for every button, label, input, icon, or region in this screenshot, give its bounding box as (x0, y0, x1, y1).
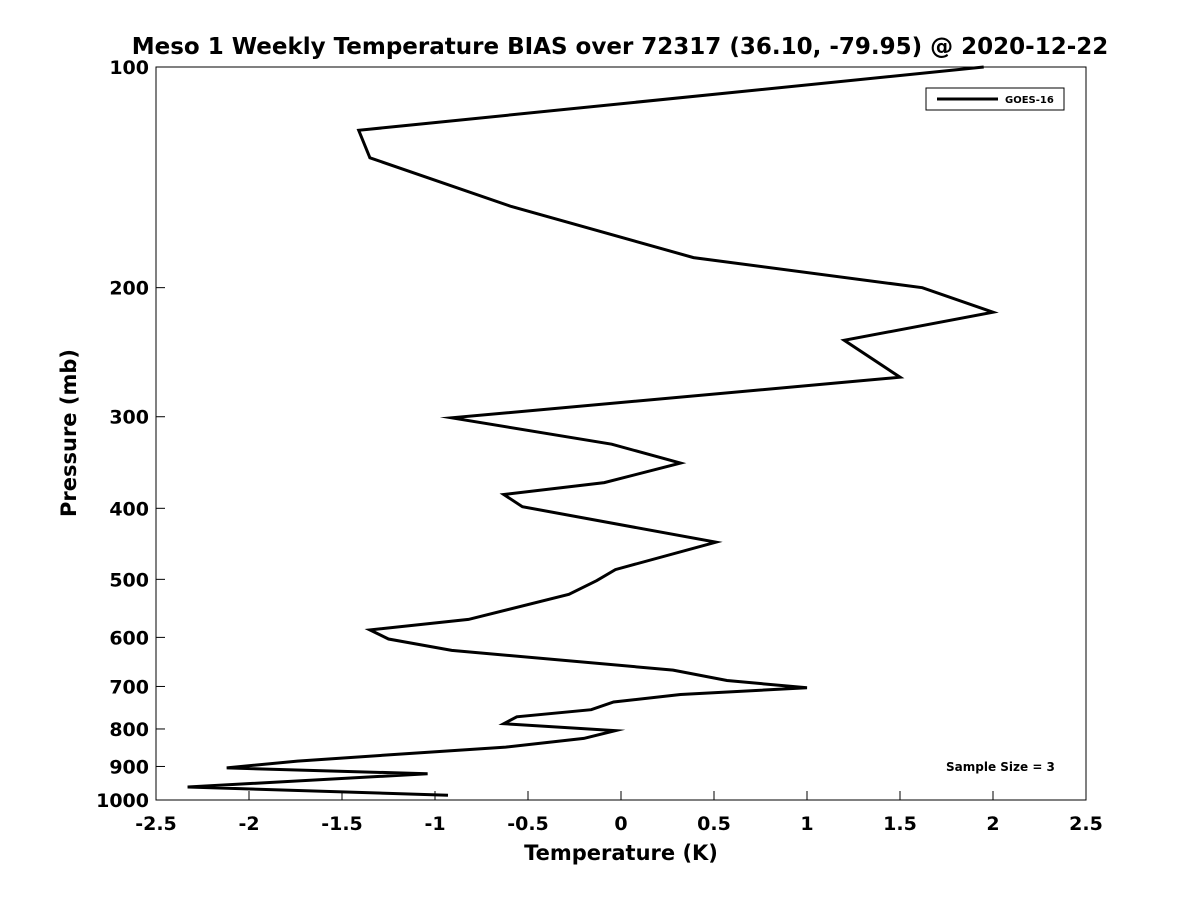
sample-size-annotation: Sample Size = 3 (946, 760, 1055, 774)
x-tick-label: 1 (800, 813, 813, 835)
y-tick-label: 100 (109, 57, 149, 79)
y-tick-label: 400 (109, 498, 149, 520)
y-axis-label: Pressure (mb) (57, 349, 81, 517)
y-axis: 100 200 300 400 500 600 700 800 900 1000 (96, 57, 165, 812)
x-tick-label: -1 (424, 813, 445, 835)
y-tick-label: 600 (109, 627, 149, 649)
legend-label-goes-16: GOES-16 (1005, 95, 1054, 106)
plot-area-frame (155, 66, 1087, 801)
chart-title: Meso 1 Weekly Temperature BIAS over 7231… (132, 34, 1109, 60)
y-tick-label: 900 (109, 756, 149, 778)
x-tick-label: 0.5 (697, 813, 731, 835)
x-tick-label: 0 (614, 813, 627, 835)
x-tick-label: -0.5 (507, 813, 549, 835)
x-tick-label: 2 (986, 813, 999, 835)
y-tick-label: 1000 (96, 790, 149, 812)
legend: GOES-16 (925, 87, 1065, 111)
x-tick-label: 2.5 (1069, 813, 1103, 835)
y-tick-label: 300 (109, 407, 149, 429)
series-layer (187, 65, 999, 797)
x-axis-label: Temperature (K) (524, 841, 718, 865)
y-tick-label: 500 (109, 569, 149, 591)
y-tick-label: 800 (109, 719, 149, 741)
y-tick-label: 200 (109, 278, 149, 300)
x-tick-label: 1.5 (883, 813, 917, 835)
x-tick-label: -2 (238, 813, 259, 835)
series-line-goes-16 (187, 65, 999, 797)
x-tick-label: -1.5 (321, 813, 363, 835)
x-tick-label: -2.5 (135, 813, 177, 835)
y-tick-label: 700 (109, 676, 149, 698)
x-axis: -2.5 -2 -1.5 -1 -0.5 0 0.5 1 1.5 2 2.5 (135, 791, 1103, 835)
